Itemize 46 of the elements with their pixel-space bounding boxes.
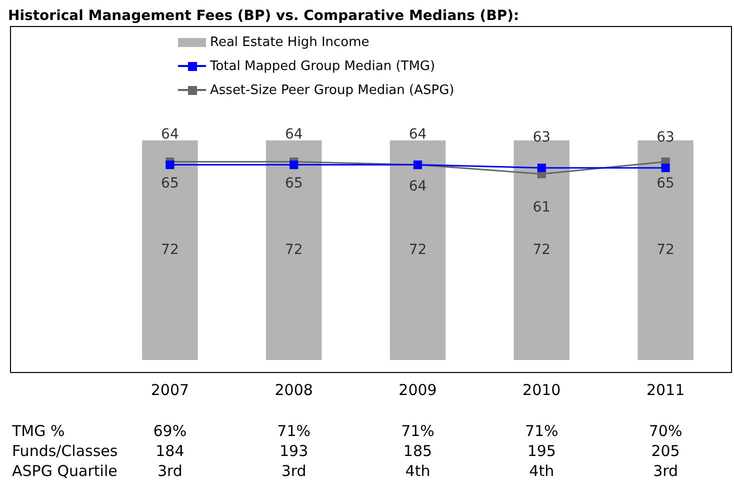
text: 3rd [280, 462, 308, 480]
data-label: 65 [161, 175, 179, 192]
x-tick-label: 2011 [646, 380, 685, 399]
text: 4th [404, 462, 432, 480]
legend-label: Total Mapped Group Median (TMG) [210, 58, 436, 74]
text: 71% [276, 422, 312, 440]
text: 185 [402, 442, 434, 460]
text: 3rd [156, 462, 184, 480]
text: Funds/Classes [12, 442, 118, 460]
legend-label: Asset-Size Peer Group Median (ASPG) [210, 82, 454, 98]
text: 205 [650, 442, 681, 460]
x-tick-label: 2009 [398, 380, 437, 399]
text: 193 [278, 442, 310, 460]
data-label: 64 [408, 126, 427, 142]
data-label: 72 [161, 242, 179, 258]
chart-title: Historical Management Fees (BP) vs. Comparative Medians (BP): [8, 8, 520, 26]
data-label: 63 [656, 129, 674, 146]
point [166, 160, 174, 170]
text: 71% [400, 422, 436, 440]
point [290, 160, 298, 170]
data-label: 64 [284, 126, 303, 142]
data-label: 72 [284, 242, 303, 258]
text: 70% [648, 422, 684, 440]
data-label: 65 [656, 175, 674, 192]
data-label: 61 [532, 200, 551, 216]
x-tick-label: 2007 [150, 380, 190, 399]
legend-label: Real Estate High Income [210, 34, 370, 50]
text: 69% [152, 422, 188, 440]
x-tick-label: 2010 [522, 380, 561, 399]
data-label: 64 [161, 126, 179, 142]
point [537, 164, 546, 172]
data-label: 72 [656, 242, 674, 258]
point [661, 164, 670, 172]
data-label: 65 [284, 175, 303, 192]
x-tick-label: 2008 [274, 380, 313, 399]
text: 3rd [652, 462, 680, 480]
data-label: 72 [532, 242, 551, 258]
text: 71% [524, 422, 560, 440]
text: TMG % [12, 422, 65, 440]
text: 195 [526, 442, 557, 460]
data-label: 72 [408, 242, 427, 258]
text: 4th [528, 462, 556, 480]
text: 184 [154, 442, 186, 460]
data-label: 64 [408, 178, 427, 194]
data-label: 63 [532, 129, 551, 146]
text: ASPG Quartile [12, 462, 118, 480]
